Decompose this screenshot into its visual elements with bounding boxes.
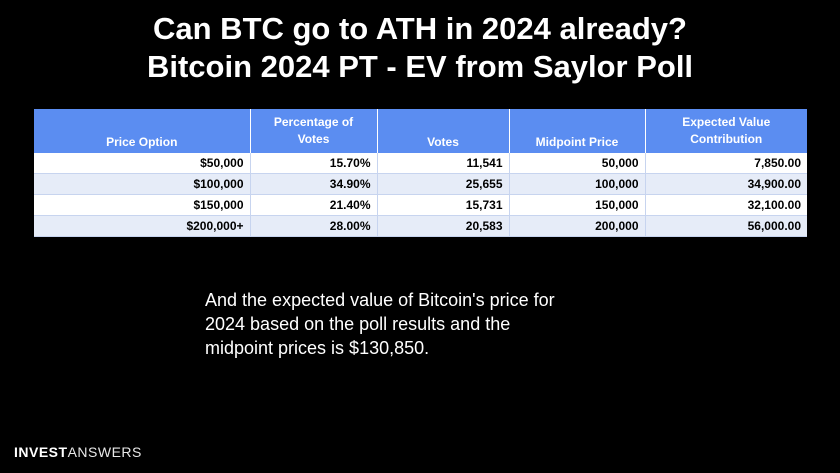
- cell-votes: 20,583: [377, 215, 510, 237]
- table-row: $150,000 21.40% 15,731 150,000 32,100.00: [34, 194, 807, 216]
- slide-title: Can BTC go to ATH in 2024 already? Bitco…: [0, 10, 840, 86]
- summary-line-2: 2024 based on the poll results and the: [205, 314, 511, 334]
- cell-midpoint: 50,000: [509, 153, 646, 174]
- slide-title-line-1: Can BTC go to ATH in 2024 already?: [153, 11, 687, 46]
- brand-logo-answers: ANSWERS: [67, 444, 142, 460]
- cell-price-option: $50,000: [34, 153, 251, 174]
- cell-expected-value: 34,900.00: [645, 173, 807, 195]
- header-percentage: Percentage of Votes: [250, 109, 378, 153]
- cell-percentage: 34.90%: [250, 173, 378, 195]
- cell-midpoint: 100,000: [509, 173, 646, 195]
- poll-results-table: Price Option Percentage of Votes Votes M…: [34, 109, 807, 237]
- cell-percentage: 28.00%: [250, 215, 378, 237]
- cell-expected-value: 56,000.00: [645, 215, 807, 237]
- cell-midpoint: 150,000: [509, 194, 646, 216]
- header-midpoint: Midpoint Price: [509, 109, 646, 153]
- cell-price-option: $200,000+: [34, 215, 251, 237]
- brand-logo-invest: INVEST: [14, 444, 68, 460]
- cell-price-option: $150,000: [34, 194, 251, 216]
- cell-percentage: 21.40%: [250, 194, 378, 216]
- header-percentage-line-1: Percentage of: [273, 115, 354, 129]
- cell-expected-value: 32,100.00: [645, 194, 807, 216]
- brand-logo: INVESTANSWERS: [14, 444, 142, 460]
- summary-line-3: midpoint prices is $130,850.: [205, 338, 430, 358]
- cell-midpoint: 200,000: [509, 215, 646, 237]
- table-row: $100,000 34.90% 25,655 100,000 34,900.00: [34, 173, 807, 195]
- slide-title-line-2: Bitcoin 2024 PT - EV from Saylor Poll: [146, 49, 694, 84]
- header-price-option: Price Option: [34, 109, 251, 153]
- cell-price-option: $100,000: [34, 173, 251, 195]
- cell-votes: 11,541: [377, 153, 510, 174]
- summary-line-1: And the expected value of Bitcoin's pric…: [205, 290, 555, 310]
- cell-votes: 15,731: [377, 194, 510, 216]
- header-ev-line-2: Contribution: [690, 132, 763, 146]
- cell-votes: 25,655: [377, 173, 510, 195]
- table-row: $50,000 15.70% 11,541 50,000 7,850.00: [34, 153, 807, 174]
- cell-percentage: 15.70%: [250, 153, 378, 174]
- table-header-row: Price Option Percentage of Votes Votes M…: [34, 109, 807, 153]
- header-percentage-line-2: Votes: [297, 132, 330, 146]
- cell-expected-value: 7,850.00: [645, 153, 807, 174]
- header-expected-value: Expected Value Contribution: [645, 109, 807, 153]
- summary-text: And the expected value of Bitcoin's pric…: [205, 288, 675, 360]
- header-votes: Votes: [377, 109, 510, 153]
- table-row: $200,000+ 28.00% 20,583 200,000 56,000.0…: [34, 215, 807, 237]
- header-ev-line-1: Expected Value: [682, 115, 771, 129]
